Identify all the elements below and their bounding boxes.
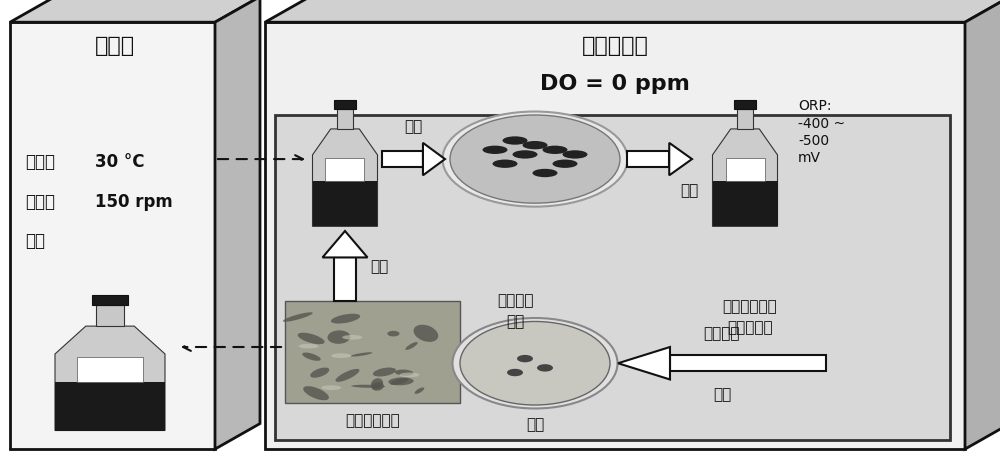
Ellipse shape xyxy=(563,151,588,159)
Ellipse shape xyxy=(460,322,610,405)
Text: 遮光: 遮光 xyxy=(25,232,45,250)
Bar xyxy=(334,258,356,301)
Polygon shape xyxy=(712,130,778,227)
Ellipse shape xyxy=(342,335,362,340)
Text: 厌氧手套箱: 厌氧手套箱 xyxy=(582,36,648,56)
Polygon shape xyxy=(55,326,165,431)
Polygon shape xyxy=(312,181,377,227)
Polygon shape xyxy=(265,23,965,449)
Bar xyxy=(734,100,756,110)
Bar xyxy=(285,301,460,403)
Bar xyxy=(670,356,826,371)
Ellipse shape xyxy=(414,325,438,342)
Ellipse shape xyxy=(302,353,321,361)
Ellipse shape xyxy=(442,112,628,207)
Ellipse shape xyxy=(321,386,341,390)
Ellipse shape xyxy=(532,169,558,178)
Bar xyxy=(92,295,128,306)
Ellipse shape xyxy=(522,142,548,150)
Ellipse shape xyxy=(482,146,508,155)
Circle shape xyxy=(517,355,533,363)
Bar xyxy=(77,357,143,382)
Bar xyxy=(334,100,356,110)
Polygon shape xyxy=(215,0,260,449)
Ellipse shape xyxy=(553,160,578,169)
Text: 150 rpm: 150 rpm xyxy=(95,193,173,210)
Ellipse shape xyxy=(373,368,396,377)
Text: 活性检测: 活性检测 xyxy=(704,325,740,340)
Ellipse shape xyxy=(298,333,325,344)
Bar xyxy=(275,116,950,440)
Ellipse shape xyxy=(283,313,313,322)
Ellipse shape xyxy=(303,386,329,400)
Polygon shape xyxy=(10,0,260,23)
Text: 培养箱: 培养箱 xyxy=(95,36,135,56)
Polygon shape xyxy=(322,232,368,258)
Ellipse shape xyxy=(335,369,359,382)
Bar xyxy=(726,158,765,181)
Polygon shape xyxy=(265,0,1000,23)
Text: 菲降解的硫酸
盐还原纯菌: 菲降解的硫酸 盐还原纯菌 xyxy=(723,299,777,335)
Text: 测序: 测序 xyxy=(713,387,731,401)
Ellipse shape xyxy=(405,342,418,350)
Polygon shape xyxy=(965,0,1000,449)
Polygon shape xyxy=(55,382,165,431)
Polygon shape xyxy=(618,347,670,380)
Ellipse shape xyxy=(327,331,350,344)
Ellipse shape xyxy=(492,160,518,169)
Bar xyxy=(325,158,364,181)
Text: 筛选: 筛选 xyxy=(404,119,423,134)
Ellipse shape xyxy=(371,382,384,391)
Text: 石油污染土壤: 石油污染土壤 xyxy=(345,412,400,427)
Bar xyxy=(382,152,423,168)
Bar xyxy=(96,306,124,326)
Ellipse shape xyxy=(351,352,372,357)
Text: DO = 0 ppm: DO = 0 ppm xyxy=(540,73,690,94)
Text: 纯化: 纯化 xyxy=(526,417,544,432)
Ellipse shape xyxy=(331,354,351,358)
Ellipse shape xyxy=(390,378,408,385)
Ellipse shape xyxy=(299,344,319,349)
Polygon shape xyxy=(423,144,445,176)
Ellipse shape xyxy=(371,378,383,389)
Ellipse shape xyxy=(331,314,360,324)
Text: 转速：: 转速： xyxy=(25,193,55,210)
Text: 双层平板
分离: 双层平板 分离 xyxy=(497,292,533,328)
Ellipse shape xyxy=(450,116,620,204)
Bar xyxy=(627,152,669,168)
Ellipse shape xyxy=(399,373,419,377)
Ellipse shape xyxy=(415,388,424,394)
Text: ORP:
-400 ~
-500
mV: ORP: -400 ~ -500 mV xyxy=(798,99,845,165)
Polygon shape xyxy=(712,181,778,227)
Circle shape xyxy=(507,369,523,376)
Ellipse shape xyxy=(388,378,414,386)
Ellipse shape xyxy=(503,137,528,145)
Polygon shape xyxy=(669,144,692,176)
Polygon shape xyxy=(312,130,377,227)
Text: 30 °C: 30 °C xyxy=(95,153,144,171)
Ellipse shape xyxy=(542,146,568,155)
Text: 菌落: 菌落 xyxy=(680,183,699,198)
Ellipse shape xyxy=(452,319,618,408)
Ellipse shape xyxy=(387,331,400,337)
Bar xyxy=(337,110,353,130)
Circle shape xyxy=(537,364,553,372)
Bar xyxy=(737,110,753,130)
Text: 富集: 富集 xyxy=(370,259,388,274)
Text: 温度：: 温度： xyxy=(25,153,55,171)
Ellipse shape xyxy=(512,151,538,159)
Ellipse shape xyxy=(310,368,329,378)
Polygon shape xyxy=(10,23,215,449)
Ellipse shape xyxy=(395,370,413,376)
Ellipse shape xyxy=(351,385,385,388)
